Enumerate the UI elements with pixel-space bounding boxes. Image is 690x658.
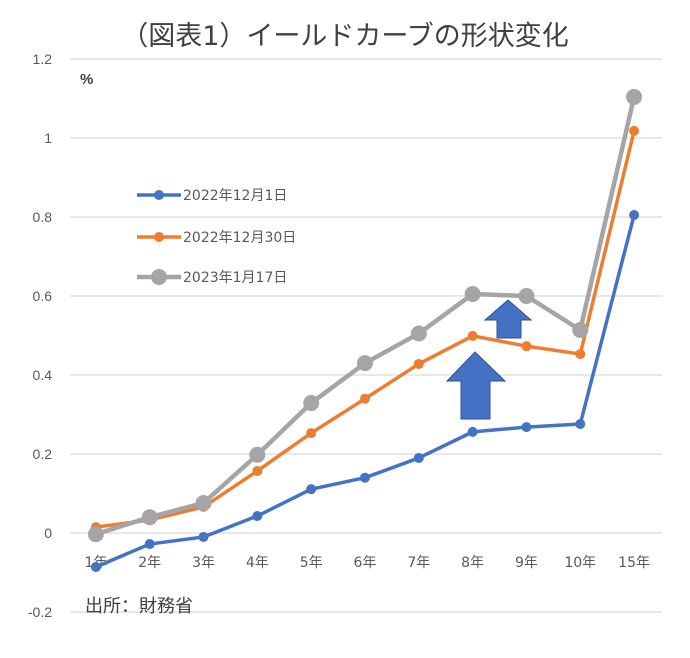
legend-item-1: 2022年12月30日 xyxy=(137,230,296,246)
x-tick-label: 7年 xyxy=(407,555,430,571)
data-point-marker xyxy=(360,393,370,404)
small-up-arrow-icon xyxy=(483,299,533,339)
series-line-1 xyxy=(90,125,640,533)
data-point-marker xyxy=(467,330,478,341)
data-point-marker xyxy=(249,446,266,463)
legend-label: 2022年12月1日 xyxy=(183,188,287,204)
data-point-marker xyxy=(467,426,478,437)
data-point-marker xyxy=(575,349,586,360)
x-tick-label: 8年 xyxy=(461,555,484,571)
data-point-marker xyxy=(357,355,373,372)
large-up-arrow-icon xyxy=(445,351,507,420)
y-tick-label: 0.4 xyxy=(33,367,53,383)
data-point-marker xyxy=(195,494,212,511)
legend-item-0: 2022年12月1日 xyxy=(137,188,287,204)
legend-label: 2023年1月17日 xyxy=(183,270,287,286)
data-point-marker xyxy=(306,428,317,439)
series-path xyxy=(95,96,637,537)
data-point-marker xyxy=(198,531,209,542)
data-point-marker xyxy=(87,526,104,543)
x-tick-label: 9年 xyxy=(515,555,538,571)
x-tick-label: 2年 xyxy=(138,555,161,571)
x-axis-tick-labels: 1年2年3年4年5年6年7年8年9年10年15年 xyxy=(84,555,650,571)
x-tick-label: 6年 xyxy=(354,555,377,571)
y-tick-label: 0.2 xyxy=(33,446,53,462)
data-point-marker xyxy=(252,511,263,522)
x-tick-label: 15年 xyxy=(618,555,650,571)
y-tick-label: 1.2 xyxy=(33,51,53,67)
y-tick-label: 0.6 xyxy=(33,288,53,304)
series-lines xyxy=(87,88,643,572)
series-line-2 xyxy=(87,88,643,543)
gridlines xyxy=(70,58,662,613)
legend: 2022年12月1日 2022年12月30日 2023年1月17日 xyxy=(137,188,296,286)
legend-marker-icon xyxy=(154,232,164,242)
data-point-marker xyxy=(413,452,424,463)
data-point-marker xyxy=(521,341,532,352)
data-point-marker xyxy=(626,88,643,105)
series-line-0 xyxy=(90,210,640,572)
chart-title: （図表1）イールドカーブの形状変化 xyxy=(121,21,569,52)
data-point-marker xyxy=(413,358,424,369)
x-tick-label: 10年 xyxy=(564,555,596,571)
data-point-marker xyxy=(521,422,532,433)
x-tick-label: 3年 xyxy=(192,555,215,571)
series-path xyxy=(95,130,636,529)
data-point-marker xyxy=(572,321,589,338)
legend-marker-icon xyxy=(151,269,167,285)
data-point-marker xyxy=(360,472,370,483)
x-tick-label: 5年 xyxy=(300,555,323,571)
data-point-marker xyxy=(252,465,263,476)
data-point-marker xyxy=(144,539,155,550)
data-point-marker xyxy=(629,210,640,221)
data-point-marker xyxy=(410,325,427,342)
data-point-marker xyxy=(575,418,586,429)
y-tick-label: 0 xyxy=(44,525,52,541)
y-tick-label: -0.2 xyxy=(28,604,52,620)
legend-item-2: 2023年1月17日 xyxy=(137,269,287,286)
legend-label: 2022年12月30日 xyxy=(183,230,296,246)
source-note: 出所：財務省 xyxy=(85,596,193,617)
y-tick-label: 1 xyxy=(44,130,52,146)
data-point-marker xyxy=(303,395,320,412)
y-axis-tick-labels: -0.2 0 0.2 0.4 0.6 0.8 1 1.2 xyxy=(28,51,52,620)
y-tick-label: 0.8 xyxy=(33,209,53,225)
y-axis-unit-label: % xyxy=(80,71,93,88)
data-point-marker xyxy=(90,561,101,572)
x-tick-label: 4年 xyxy=(246,555,269,571)
data-point-marker xyxy=(464,286,481,303)
annotation-arrows xyxy=(445,299,533,420)
data-point-marker xyxy=(141,509,158,526)
data-point-marker xyxy=(629,125,640,136)
legend-marker-icon xyxy=(154,190,164,200)
data-point-marker xyxy=(518,288,535,304)
data-point-marker xyxy=(306,484,317,495)
